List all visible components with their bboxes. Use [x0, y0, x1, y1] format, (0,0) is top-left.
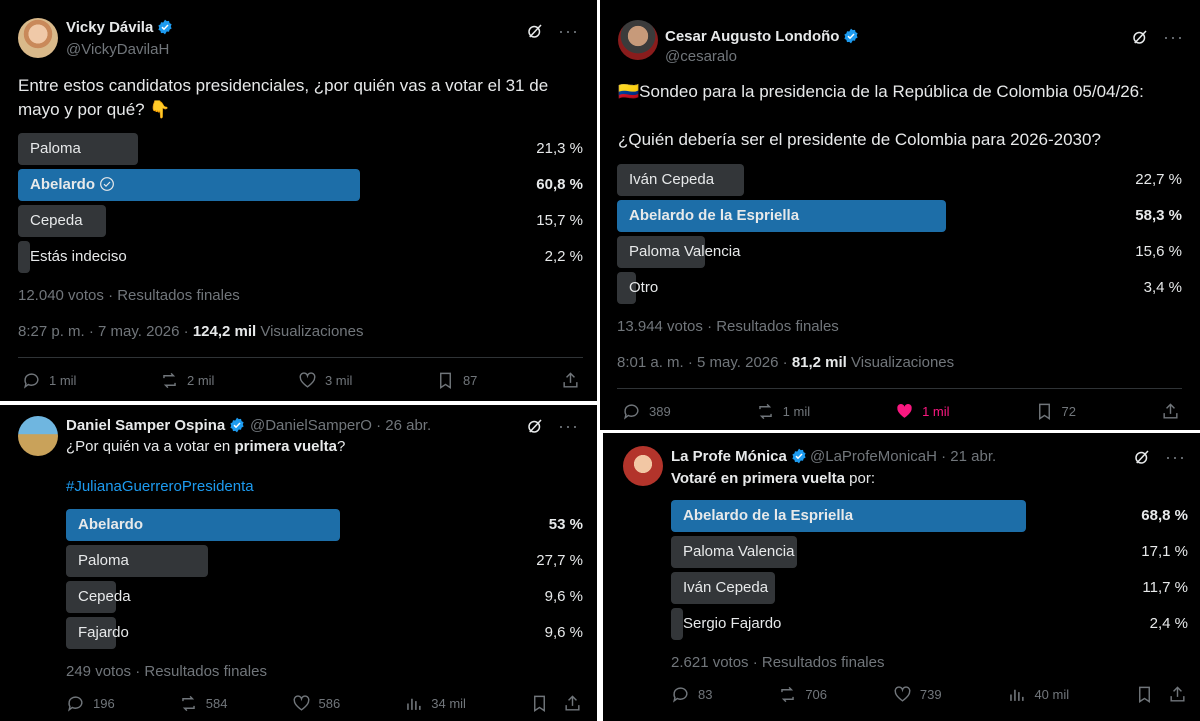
more-icon[interactable]: ···	[558, 21, 579, 41]
verified-icon	[158, 19, 172, 35]
heart-icon	[894, 686, 911, 702]
share-button[interactable]	[1161, 402, 1180, 421]
author-name[interactable]: Daniel Samper Ospina	[66, 417, 245, 434]
grok-icon[interactable]	[1133, 448, 1151, 466]
share-icon[interactable]	[1168, 685, 1187, 704]
reply-icon	[672, 687, 688, 703]
check-circle-icon	[100, 177, 114, 191]
more-icon[interactable]: ···	[1165, 447, 1186, 467]
poll-option: Estás indeciso 2,2 %	[18, 241, 583, 273]
reply-button[interactable]: 389	[622, 402, 671, 421]
colombia-flag-icon: 🇨🇴	[618, 82, 640, 101]
heart-icon	[293, 695, 309, 711]
reply-icon	[623, 404, 639, 420]
bookmark-button[interactable]: 72	[1035, 402, 1076, 421]
author-handle[interactable]: @VickyDavilaH	[66, 41, 170, 58]
author-handle[interactable]: @LaProfeMonicaH · 21 abr.	[810, 448, 997, 465]
repost-button[interactable]: 2 mil	[160, 371, 214, 390]
share-icon[interactable]	[563, 694, 582, 713]
repost-icon	[758, 403, 772, 420]
author-name[interactable]: Cesar Augusto Londoño	[665, 28, 859, 45]
like-button[interactable]: 3 mil	[298, 371, 352, 390]
bookmark-icon	[1038, 403, 1050, 420]
share-button[interactable]	[561, 371, 580, 390]
views-chart-icon	[1010, 689, 1025, 701]
poll-option: Paloma 21,3 %	[18, 133, 583, 165]
avatar[interactable]	[18, 18, 58, 58]
poll-option-winner: Abelardo de la Espriella 68,8 %	[671, 500, 1188, 532]
reply-button[interactable]: 83	[671, 685, 712, 704]
poll-option-winner: Abelardo 60,8 %	[18, 169, 583, 201]
tweet-text: Entre estos candidatos presidenciales, ¿…	[18, 76, 549, 119]
avatar[interactable]	[18, 416, 58, 456]
bookmark-icon	[439, 372, 451, 389]
repost-button[interactable]: 1 mil	[756, 402, 810, 421]
reply-icon	[23, 373, 39, 389]
repost-button[interactable]: 706	[778, 685, 827, 704]
heart-icon	[299, 372, 316, 388]
tweet-vicky-davila[interactable]: Vicky Dávila @VickyDavilaH ··· Entre est…	[0, 0, 597, 401]
poll-option: Fajardo 9,6 %	[66, 617, 583, 649]
poll-option-winner: Abelardo de la Espriella 58,3 %	[617, 200, 1182, 232]
avatar[interactable]	[618, 20, 658, 60]
bookmark-icon[interactable]	[1135, 685, 1154, 704]
grok-icon[interactable]	[1131, 28, 1149, 46]
tweet-text-question: ¿Quién debería ser el presidente de Colo…	[618, 130, 1101, 149]
poll-option: Paloma Valencia 15,6 %	[617, 236, 1182, 268]
author-name[interactable]: Vicky Dávila	[66, 19, 173, 36]
author-name[interactable]: La Profe Mónica	[671, 448, 807, 465]
bookmark-button[interactable]: 87	[436, 371, 477, 390]
reply-icon	[67, 696, 83, 712]
like-button[interactable]: 739	[893, 685, 942, 704]
tweet-text: 🇨🇴Sondeo para la presidencia de la Repúb…	[618, 82, 1144, 101]
bookmark-icon[interactable]	[530, 694, 549, 713]
share-icon	[1163, 403, 1178, 419]
tweet-text: Votaré en primera vuelta por:	[671, 470, 875, 487]
poll-votes: 2.621 votos · Resultados finales	[671, 654, 885, 671]
tweet-timestamp[interactable]: 8:01 a. m. · 5 may. 2026 · 81,2 mil Visu…	[617, 354, 955, 371]
poll-option: Otro 3,4 %	[617, 272, 1182, 304]
grok-icon[interactable]	[526, 22, 544, 40]
views-chart-icon	[407, 698, 421, 710]
tweet-la-profe-monica[interactable]: La Profe Mónica @LaProfeMonicaH · 21 abr…	[603, 433, 1200, 721]
reply-button[interactable]: 196	[66, 694, 115, 713]
repost-icon	[781, 686, 795, 703]
poll-option-winner: Abelardo 53 %	[66, 509, 583, 541]
share-icon	[563, 372, 578, 388]
repost-icon	[181, 695, 195, 712]
views-button[interactable]: 34 mil	[404, 694, 466, 713]
grok-icon[interactable]	[526, 417, 544, 435]
views-button[interactable]: 40 mil	[1007, 685, 1069, 704]
verified-icon	[792, 448, 806, 464]
poll-option: Iván Cepeda 11,7 %	[671, 572, 1188, 604]
poll-option: Sergio Fajardo 2,4 %	[671, 608, 1188, 640]
heart-filled-icon	[897, 404, 912, 418]
verified-icon	[230, 417, 244, 433]
poll-option: Paloma Valencia 17,1 %	[671, 536, 1188, 568]
author-handle[interactable]: @cesaralo	[665, 48, 737, 65]
avatar[interactable]	[623, 446, 663, 486]
tweet-daniel-samper[interactable]: Daniel Samper Ospina @DanielSamperO · 26…	[0, 405, 597, 721]
poll-votes: 13.944 votos · Resultados finales	[617, 318, 839, 335]
hashtag-link[interactable]: #JulianaGuerreroPresidenta	[66, 478, 254, 495]
reply-button[interactable]: 1 mil	[22, 371, 76, 390]
tweet-text: ¿Por quién va a votar en primera vuelta?	[66, 438, 346, 455]
poll-option: Cepeda 15,7 %	[18, 205, 583, 237]
poll-option: Iván Cepeda 22,7 %	[617, 164, 1182, 196]
tweet-timestamp[interactable]: 8:27 p. m. · 7 may. 2026 · 124,2 mil Vis…	[18, 323, 364, 340]
more-icon[interactable]: ···	[1163, 27, 1184, 47]
author-handle[interactable]: @DanielSamperO · 26 abr.	[250, 417, 432, 434]
like-button[interactable]: 586	[292, 694, 340, 713]
more-icon[interactable]: ···	[558, 416, 579, 436]
like-button[interactable]: 1 mil	[895, 402, 950, 421]
repost-icon	[163, 372, 176, 389]
poll-votes: 249 votos · Resultados finales	[66, 663, 267, 680]
poll-option: Paloma 27,7 %	[66, 545, 583, 577]
poll-votes: 12.040 votos · Resultados finales	[18, 287, 240, 304]
repost-button[interactable]: 584	[179, 694, 227, 713]
poll-option: Cepeda 9,6 %	[66, 581, 583, 613]
verified-icon	[844, 28, 859, 44]
tweet-cesar-londono[interactable]: Cesar Augusto Londoño @cesaralo ··· 🇨🇴So…	[600, 0, 1200, 430]
